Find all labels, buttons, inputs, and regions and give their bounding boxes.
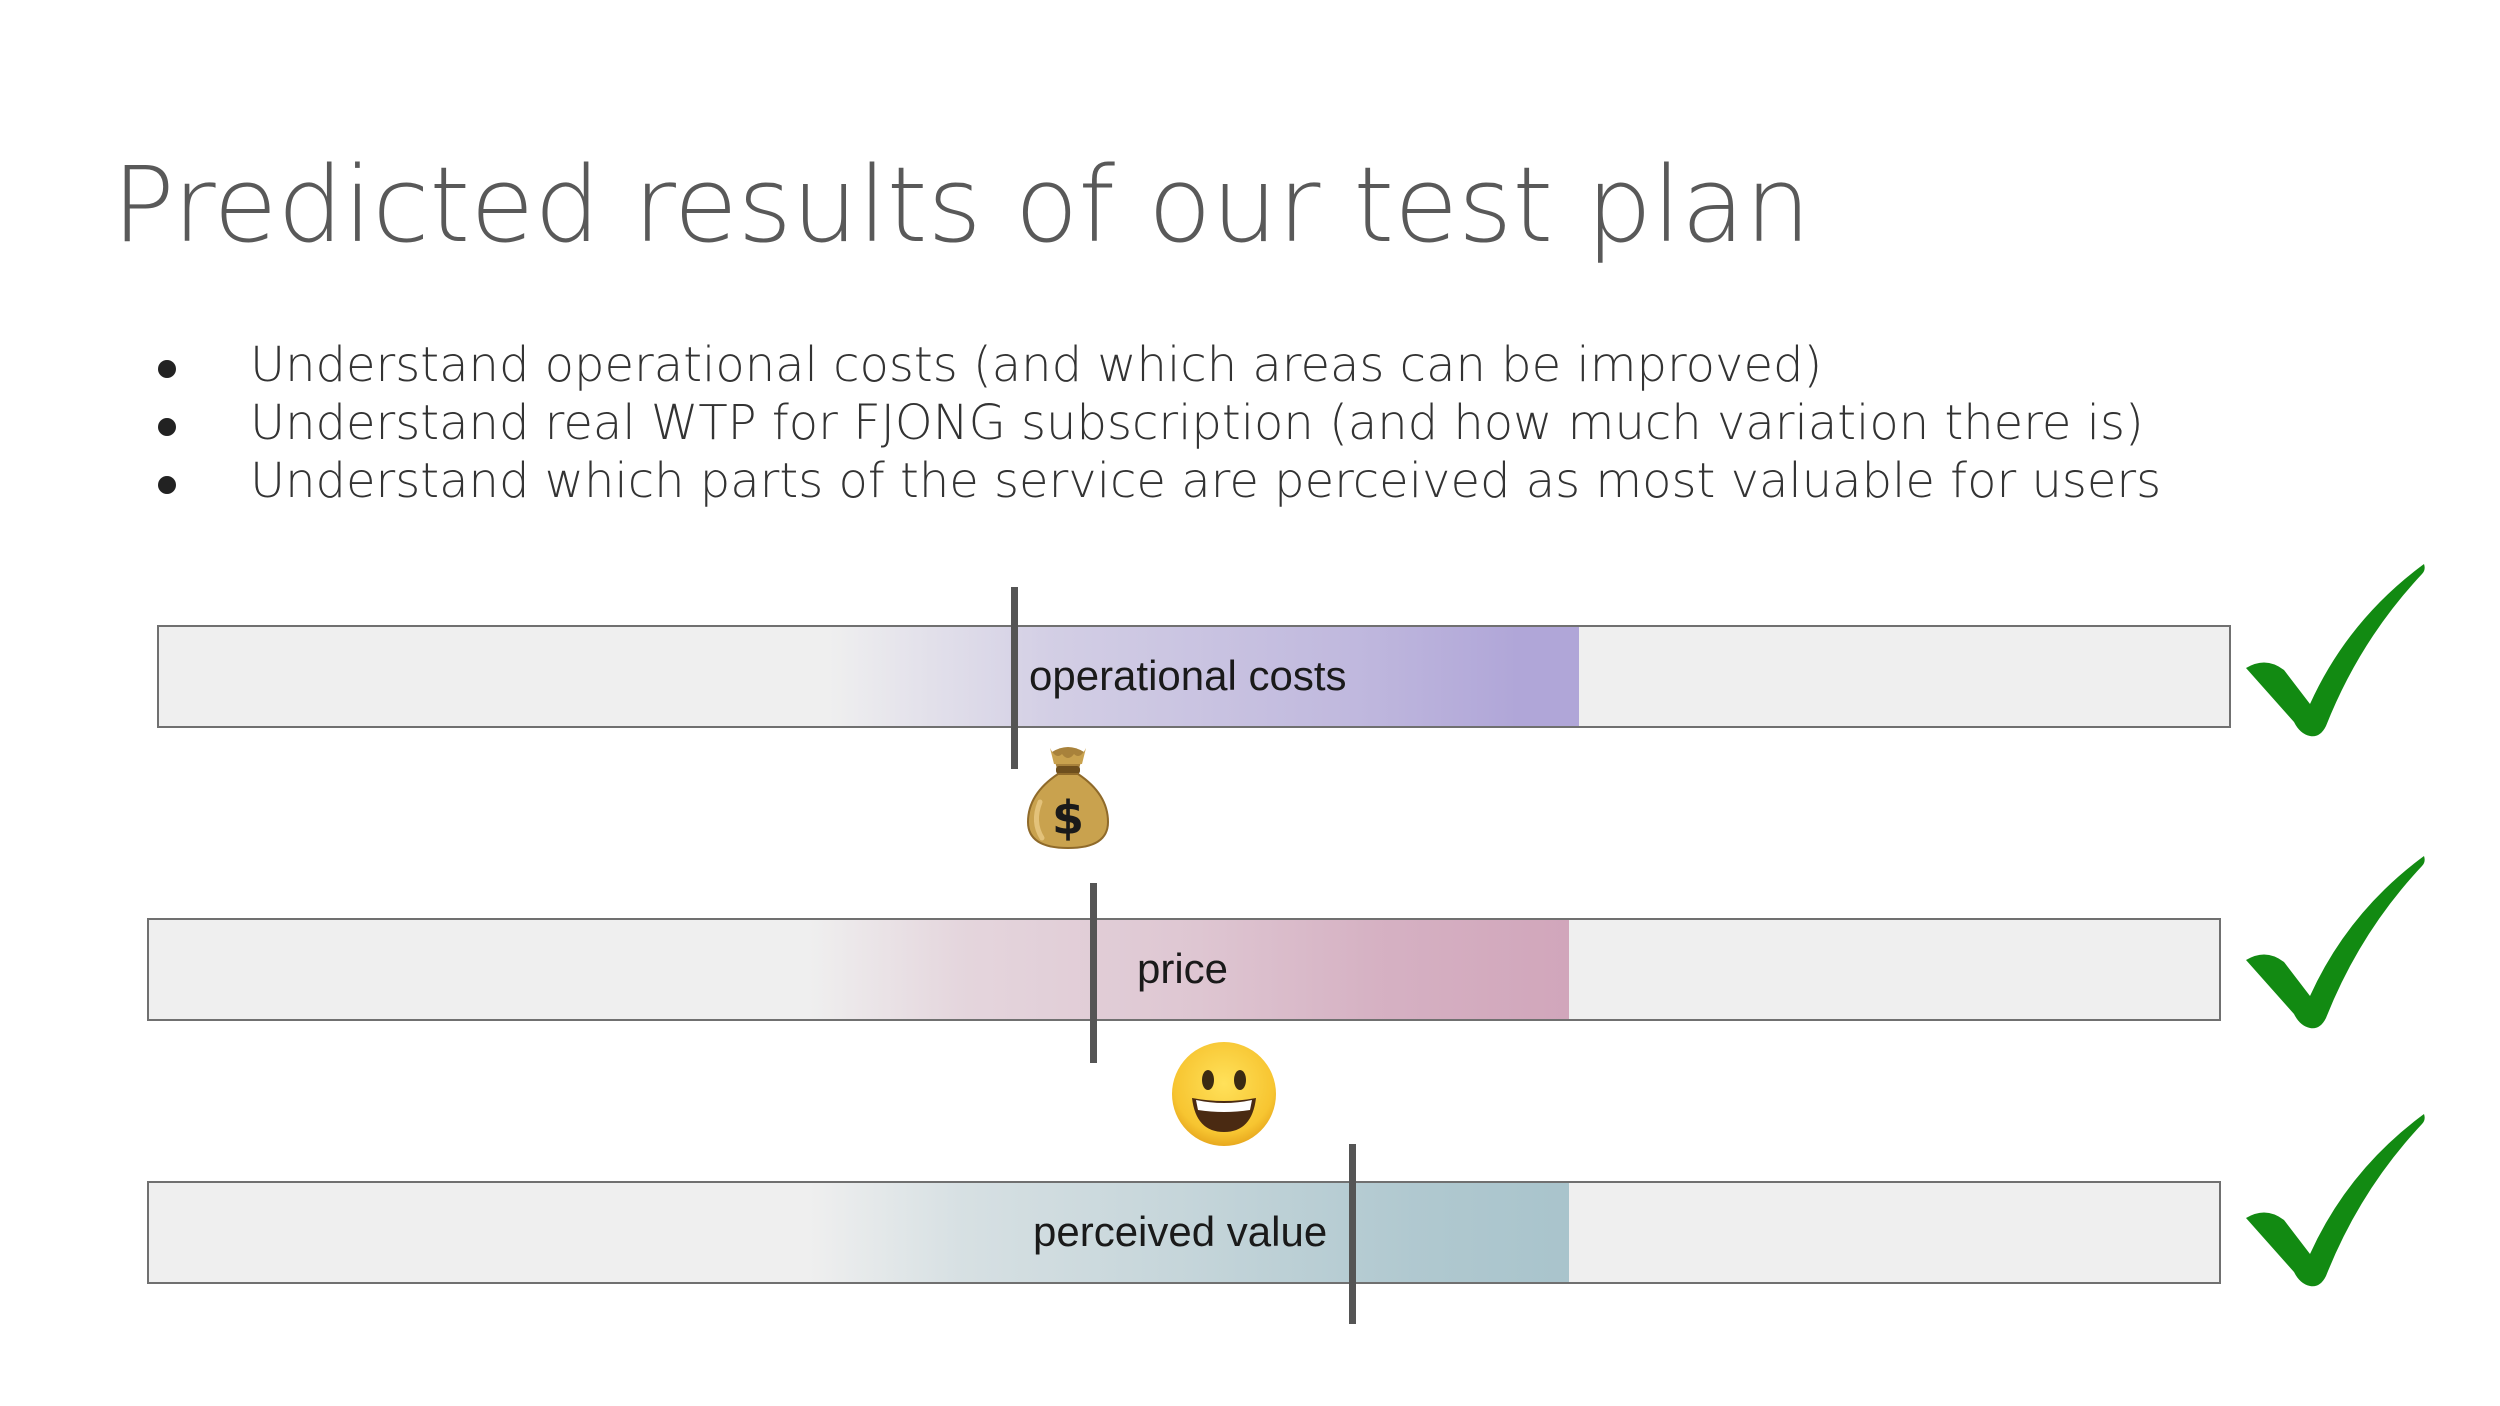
slide-title: Predicted results of our test plan (112, 144, 1811, 266)
perceived-value-marker (1349, 1144, 1356, 1324)
grinning-face-icon (1172, 1042, 1276, 1146)
operational-costs-range (829, 627, 1579, 726)
price-range (809, 920, 1569, 1019)
perceived-value-label: perceived value (1033, 1208, 1328, 1255)
perceived-value-bar: perceived value (147, 1181, 2221, 1284)
bullet-item: Understand operational costs (and which … (150, 336, 2161, 394)
checkmark-icon (2246, 564, 2425, 737)
price-bar: price (147, 918, 2221, 1021)
money-bag-icon: $ (1026, 747, 1110, 850)
checkmark-icon (2246, 856, 2425, 1029)
operational-costs-bar: operational costs (157, 625, 2231, 728)
bullet-item: Understand which parts of the service ar… (150, 452, 2161, 510)
bullet-item: Understand real WTP for FJONG subscripti… (150, 394, 2161, 452)
price-label: price (1137, 945, 1229, 992)
perceived-value-range (809, 1183, 1569, 1282)
svg-text:$: $ (1052, 791, 1084, 845)
checkmark-icon (2246, 1114, 2425, 1287)
operational-costs-label: operational costs (1029, 652, 1347, 699)
price-marker (1090, 883, 1097, 1063)
operational-costs-marker (1011, 587, 1018, 769)
bullet-list: Understand operational costs (and which … (150, 336, 2161, 510)
